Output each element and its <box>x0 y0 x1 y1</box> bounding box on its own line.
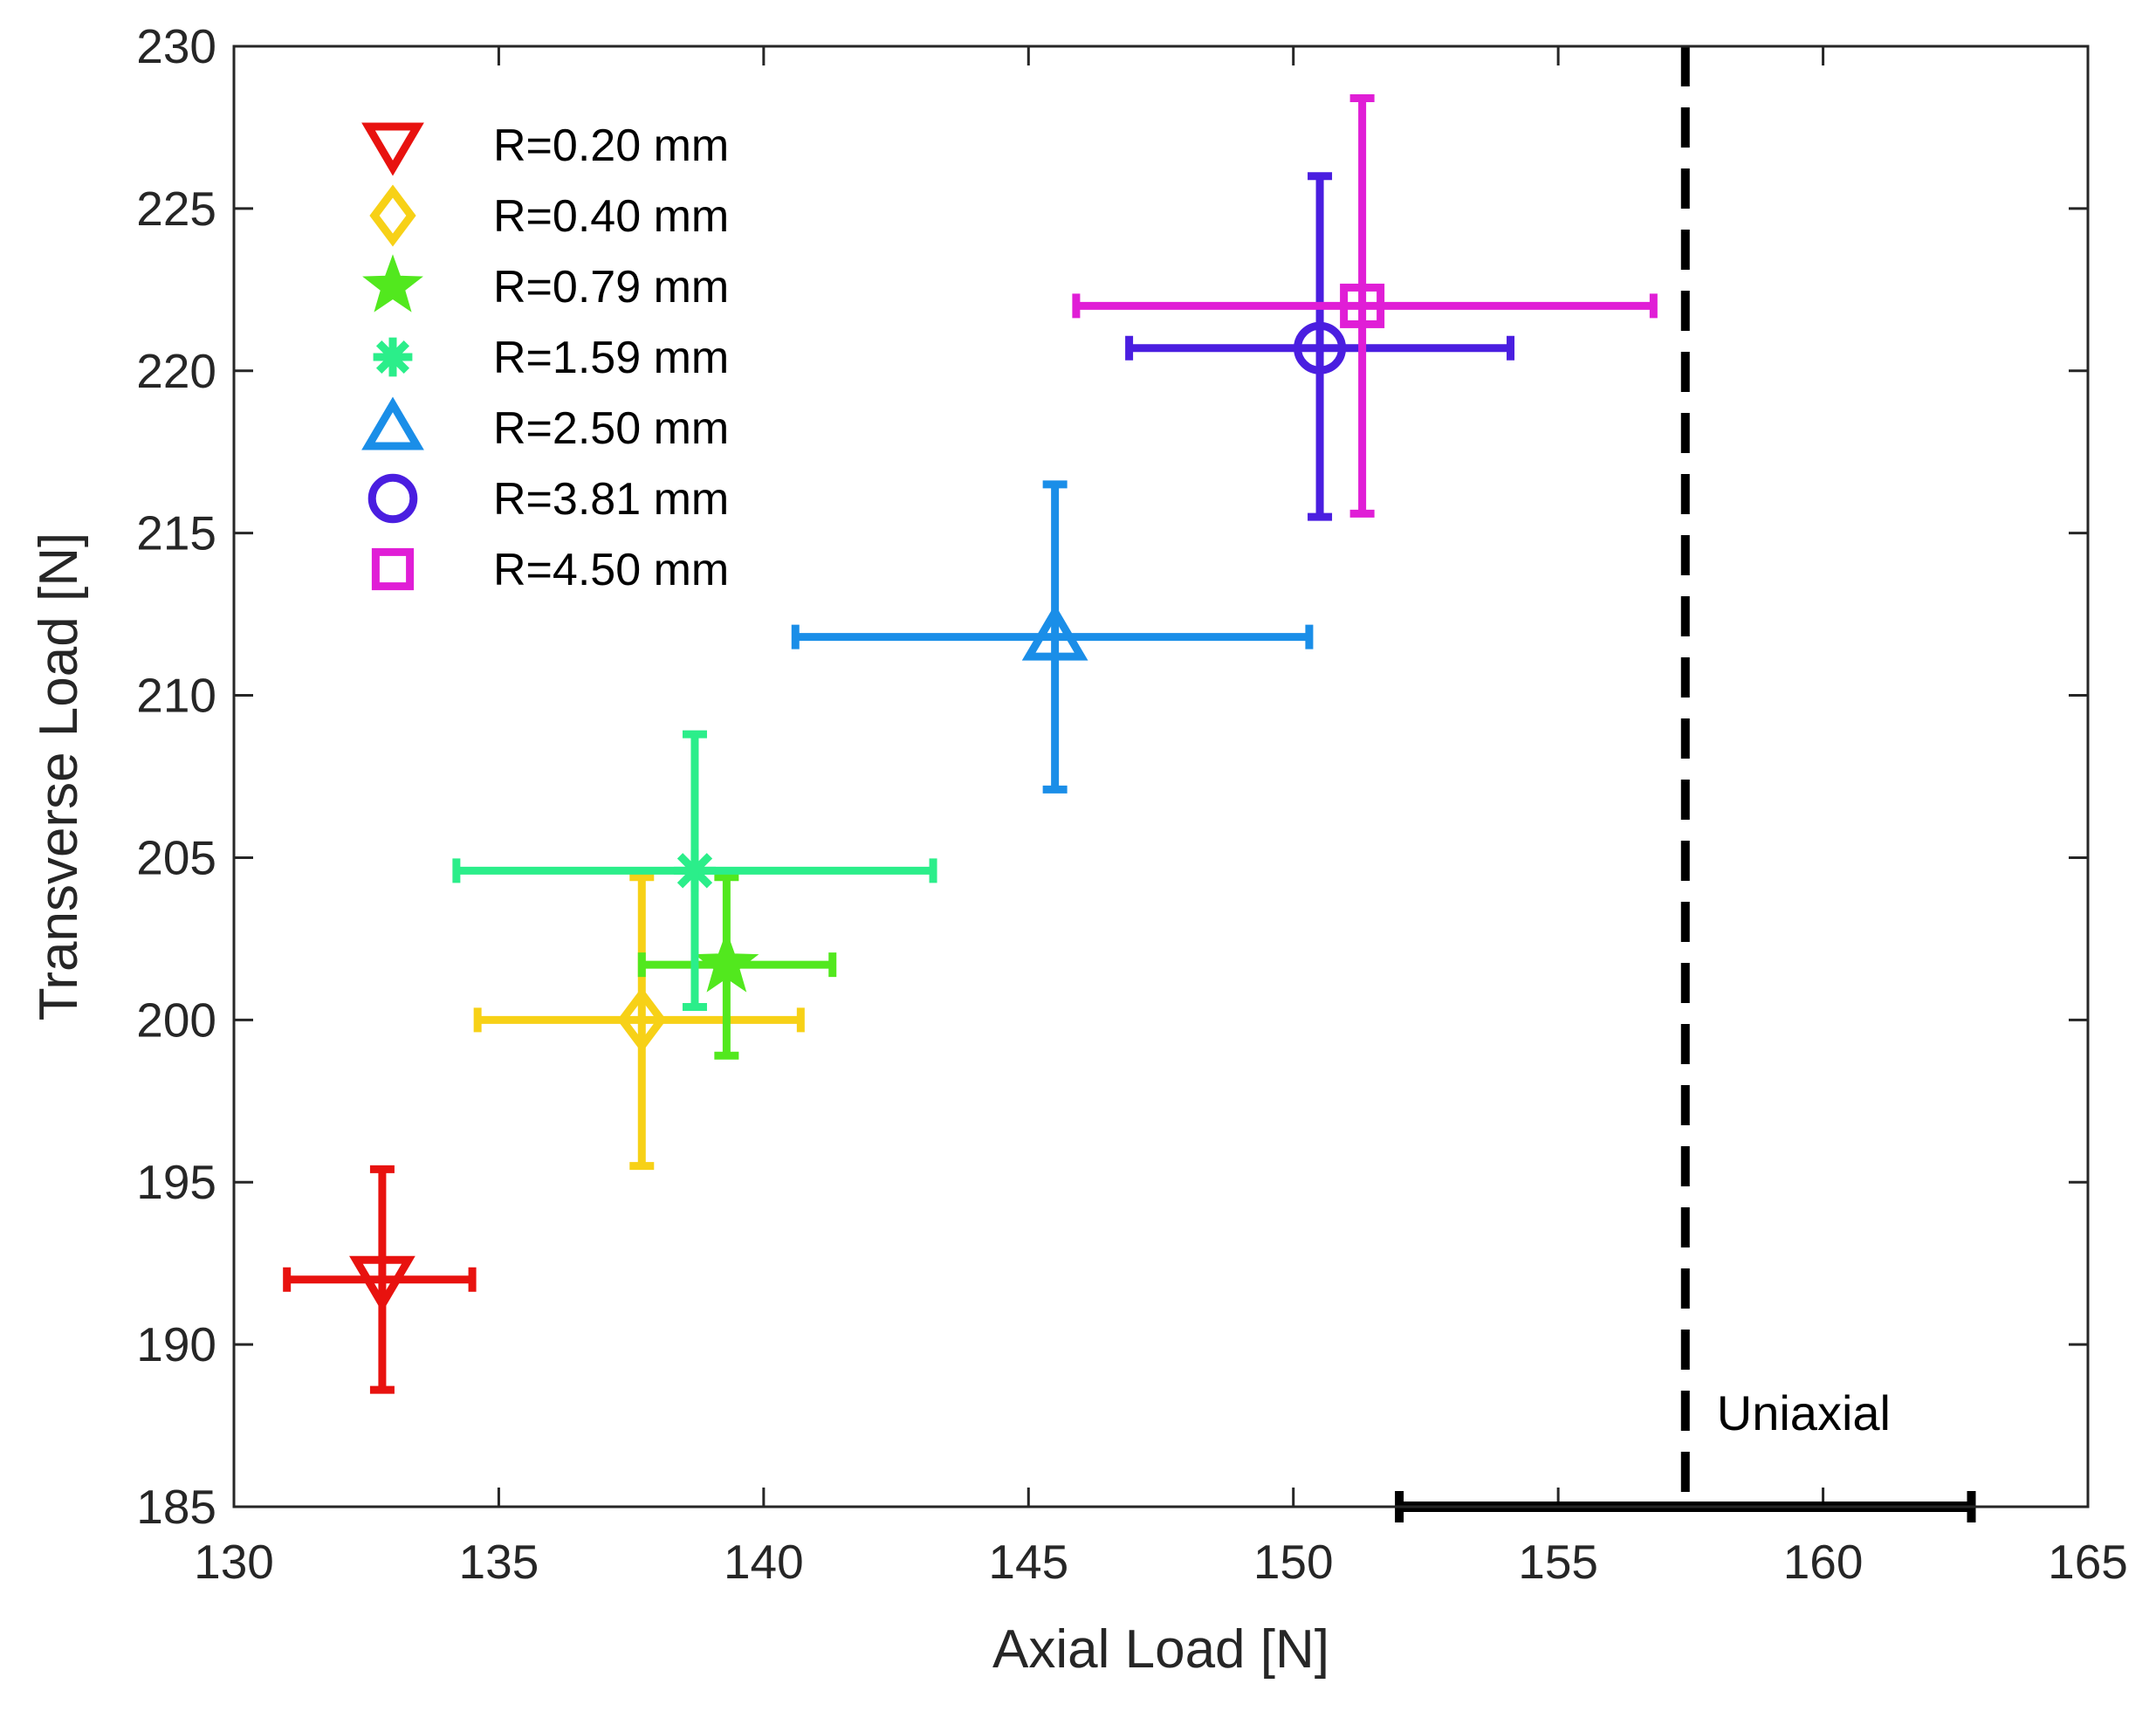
y-axis-label: Transverse Load [N] <box>29 533 89 1020</box>
legend-marker <box>373 337 413 377</box>
legend-marker <box>367 473 418 524</box>
legend-marker <box>361 122 424 176</box>
data-series <box>283 93 1658 1394</box>
axis-tick-labels: 130 135 140 145 150 155 160 165 185 190 195 200 205 2… <box>136 19 2128 1589</box>
asterisk-stroke <box>676 853 713 889</box>
series-1 <box>283 1165 477 1394</box>
legend-item-3: R=0.79 mm <box>362 254 729 313</box>
y-tick-label: 210 <box>136 669 216 723</box>
plot-frame <box>232 45 2090 1508</box>
series-2 <box>473 873 805 1171</box>
y-tick-label: 215 <box>136 506 216 560</box>
y-tick-label: 200 <box>136 993 216 1047</box>
y-tick-label: 220 <box>136 344 216 398</box>
x-tick-label: 165 <box>2048 1535 2128 1589</box>
legend-item-5: R=2.50 mm <box>361 396 729 454</box>
legend-item-2: R=0.40 mm <box>369 184 729 247</box>
legend-label: R=1.59 mm <box>493 333 729 383</box>
data-point-marker <box>349 1255 415 1313</box>
x-tick-label: 150 <box>1253 1535 1334 1589</box>
legend-label: R=0.20 mm <box>493 120 729 171</box>
y-tick-label: 195 <box>136 1155 216 1209</box>
data-point-marker <box>673 849 716 892</box>
legend-marker <box>361 396 424 450</box>
data-point-marker <box>1021 604 1088 661</box>
x-tick-label: 145 <box>988 1535 1068 1589</box>
legend-label: R=0.79 mm <box>493 262 729 313</box>
series-5 <box>791 480 1314 794</box>
y-tick-label: 205 <box>136 830 216 884</box>
legend-marker <box>371 547 415 591</box>
uniaxial-label: Uniaxial <box>1717 1385 1891 1440</box>
series-7 <box>1072 93 1658 518</box>
x-tick-label: 155 <box>1518 1535 1598 1589</box>
x-axis-label: Axial Load [N] <box>992 1619 1329 1680</box>
legend-item-6: R=3.81 mm <box>367 473 729 525</box>
series-6 <box>1125 172 1515 521</box>
legend-marker <box>362 254 423 313</box>
x-tick-label: 135 <box>459 1535 539 1589</box>
legend-label: R=3.81 mm <box>493 474 729 525</box>
series-3 <box>637 873 837 1060</box>
legend-item-7: R=4.50 mm <box>371 545 729 595</box>
legend-label: R=2.50 mm <box>493 403 729 454</box>
x-tick-label: 160 <box>1783 1535 1864 1589</box>
legend-label: R=4.50 mm <box>493 545 729 595</box>
y-tick-label: 185 <box>136 1480 216 1534</box>
y-tick-label: 225 <box>136 182 216 236</box>
y-tick-label: 230 <box>136 19 216 73</box>
x-tick-label: 130 <box>194 1535 274 1589</box>
asterisk-stroke <box>375 340 410 375</box>
y-tick-label: 190 <box>136 1317 216 1371</box>
x-tick-label: 140 <box>724 1535 804 1589</box>
data-point-marker <box>694 931 759 993</box>
data-point-marker <box>617 986 667 1053</box>
legend-item-1: R=0.20 mm <box>361 120 729 176</box>
legend-label: R=0.40 mm <box>493 191 729 242</box>
data-point-marker <box>1294 321 1347 375</box>
legend-marker <box>369 184 416 247</box>
data-point-marker <box>1340 283 1385 328</box>
series-4 <box>452 730 937 1011</box>
legend: R=0.20 mm R=0.40 mm R=0.79 mm R=1.59 mm R=2.… <box>361 120 729 595</box>
legend-item-4: R=1.59 mm <box>373 333 729 383</box>
